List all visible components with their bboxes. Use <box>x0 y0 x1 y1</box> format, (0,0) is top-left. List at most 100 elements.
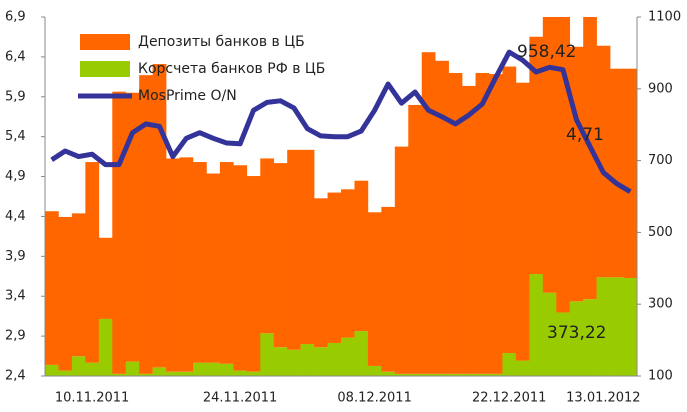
bar <box>623 277 638 376</box>
bar <box>273 347 288 376</box>
bar <box>596 45 611 278</box>
bar <box>408 104 423 374</box>
bar <box>421 373 436 376</box>
bar <box>179 157 194 372</box>
bar <box>462 85 476 374</box>
bar <box>206 173 221 363</box>
y2-tick-label: 100 <box>648 369 673 384</box>
x-tick-label: 10.11.2011 <box>55 391 129 406</box>
bar <box>45 364 59 376</box>
legend: Депозиты банков в ЦБ Корсчета банков РФ в… <box>78 34 325 104</box>
bar <box>502 66 517 354</box>
bar <box>448 373 463 376</box>
bar <box>542 17 557 293</box>
line <box>50 49 632 194</box>
bar <box>354 331 369 376</box>
y2-tick-label: 1100 <box>648 10 681 25</box>
bar <box>246 176 261 372</box>
annotation: 4,71 <box>566 125 604 145</box>
x-tick-label: 13.01.2012 <box>566 391 640 406</box>
bar <box>327 192 342 343</box>
bar <box>623 68 638 278</box>
bar <box>112 91 127 374</box>
bar <box>233 370 248 376</box>
bar <box>206 362 221 376</box>
legend-swatch <box>80 61 130 77</box>
bar <box>233 165 248 371</box>
bar <box>367 365 382 376</box>
legend-label: Корсчета банков РФ в ЦБ <box>138 61 325 77</box>
bar <box>475 73 490 374</box>
bar <box>515 360 530 376</box>
bar <box>260 158 275 334</box>
bar <box>394 373 409 376</box>
bar <box>341 189 355 338</box>
bar <box>98 237 113 319</box>
annotation: 373,22 <box>547 323 606 343</box>
bar <box>583 299 597 376</box>
y2-tick-label: 700 <box>648 153 673 168</box>
bar <box>515 82 530 361</box>
x-tick-label: 08.12.2011 <box>337 391 411 406</box>
bar <box>556 312 571 376</box>
bar <box>246 371 261 376</box>
y-tick-label: 2,9 <box>5 329 26 344</box>
bar <box>408 373 423 376</box>
bar <box>58 216 73 371</box>
y2-tick-label: 500 <box>648 225 673 240</box>
legend-swatch <box>80 34 130 50</box>
bar <box>260 333 275 376</box>
y-tick-label: 5,4 <box>5 129 26 144</box>
bar <box>354 180 369 332</box>
bar <box>58 370 73 376</box>
bar <box>475 373 490 376</box>
bar <box>583 17 597 300</box>
y-tick-label: 4,4 <box>5 209 26 224</box>
bar <box>166 371 180 376</box>
y2-tick-label: 900 <box>648 81 673 96</box>
y-tick-label: 4,9 <box>5 169 26 184</box>
bar <box>71 356 86 376</box>
x-tick-label: 24.11.2011 <box>203 391 277 406</box>
bar <box>98 318 113 376</box>
bar <box>435 373 449 376</box>
bar <box>219 162 234 364</box>
bar <box>139 373 153 376</box>
bar <box>610 68 624 278</box>
bar <box>219 363 234 376</box>
bar <box>287 149 301 350</box>
bar <box>529 36 544 275</box>
bar <box>462 373 476 376</box>
y-tick-label: 3,4 <box>5 289 26 304</box>
bar <box>314 347 328 376</box>
bar <box>381 371 396 376</box>
bar <box>381 206 396 372</box>
annotation: 958,42 <box>517 42 576 62</box>
x-tick-label: 22.12.2011 <box>472 391 546 406</box>
bar <box>125 361 140 376</box>
bar <box>152 64 167 368</box>
bar <box>85 162 100 363</box>
bar <box>421 52 436 374</box>
bar <box>152 367 167 376</box>
bar <box>179 371 194 376</box>
bar <box>300 344 315 376</box>
y-tick-label: 6,4 <box>5 49 26 64</box>
bar <box>300 149 315 345</box>
bar <box>435 60 449 374</box>
bar <box>125 92 140 362</box>
bar <box>314 198 328 348</box>
bar <box>166 158 180 372</box>
bar <box>569 46 584 302</box>
bar <box>193 362 207 376</box>
y-tick-label: 6,9 <box>5 10 26 25</box>
legend-label: Депозиты банков в ЦБ <box>138 34 305 50</box>
bar <box>542 292 557 376</box>
bar <box>85 362 100 376</box>
bar <box>489 74 503 374</box>
bar <box>193 162 207 363</box>
legend-label: MosPrime O/N <box>138 88 237 104</box>
bar <box>489 373 503 376</box>
bar <box>71 213 86 357</box>
